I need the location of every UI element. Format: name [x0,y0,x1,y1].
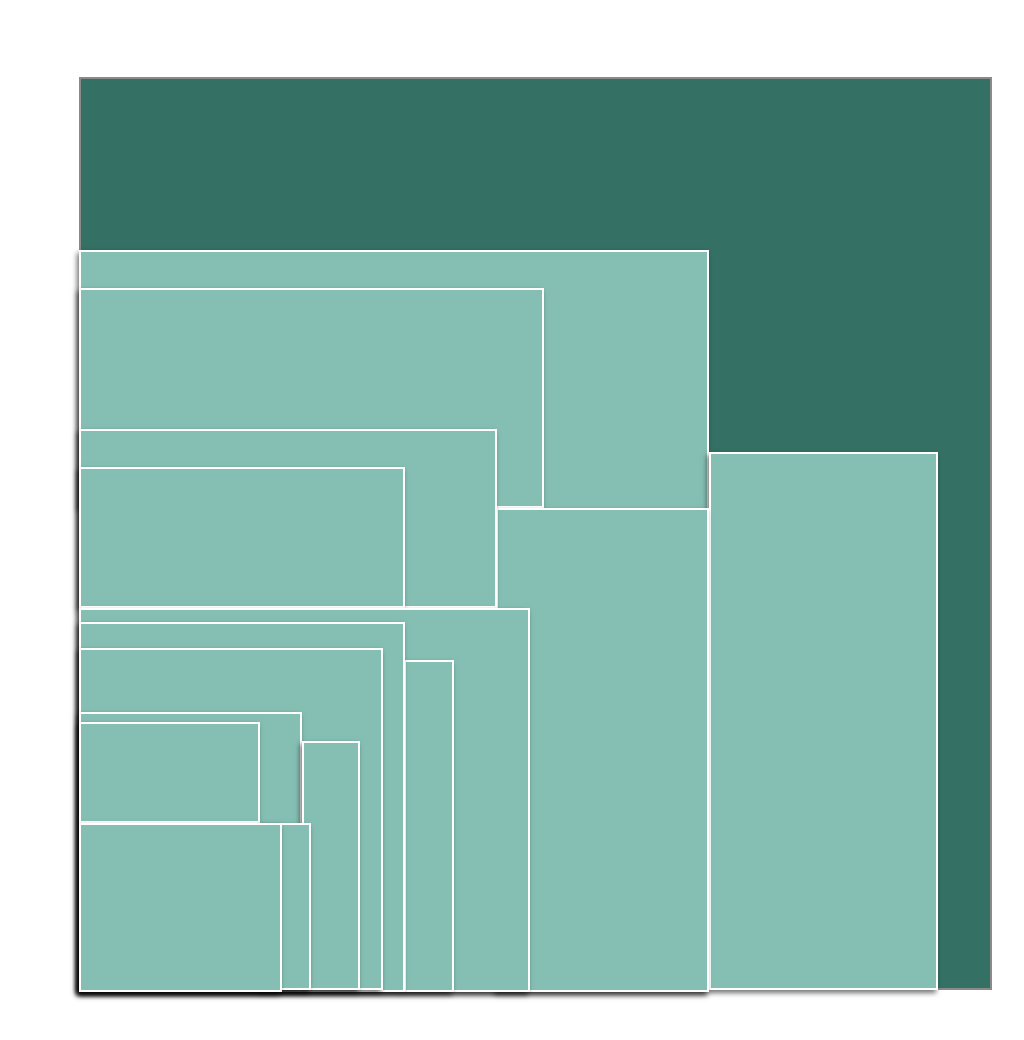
nested-panel [79,823,282,992]
nested-panel [496,508,709,992]
nested-panel [79,722,260,823]
nested-panel [404,660,454,992]
nested-panel [79,467,405,608]
nested-panel [709,452,938,990]
